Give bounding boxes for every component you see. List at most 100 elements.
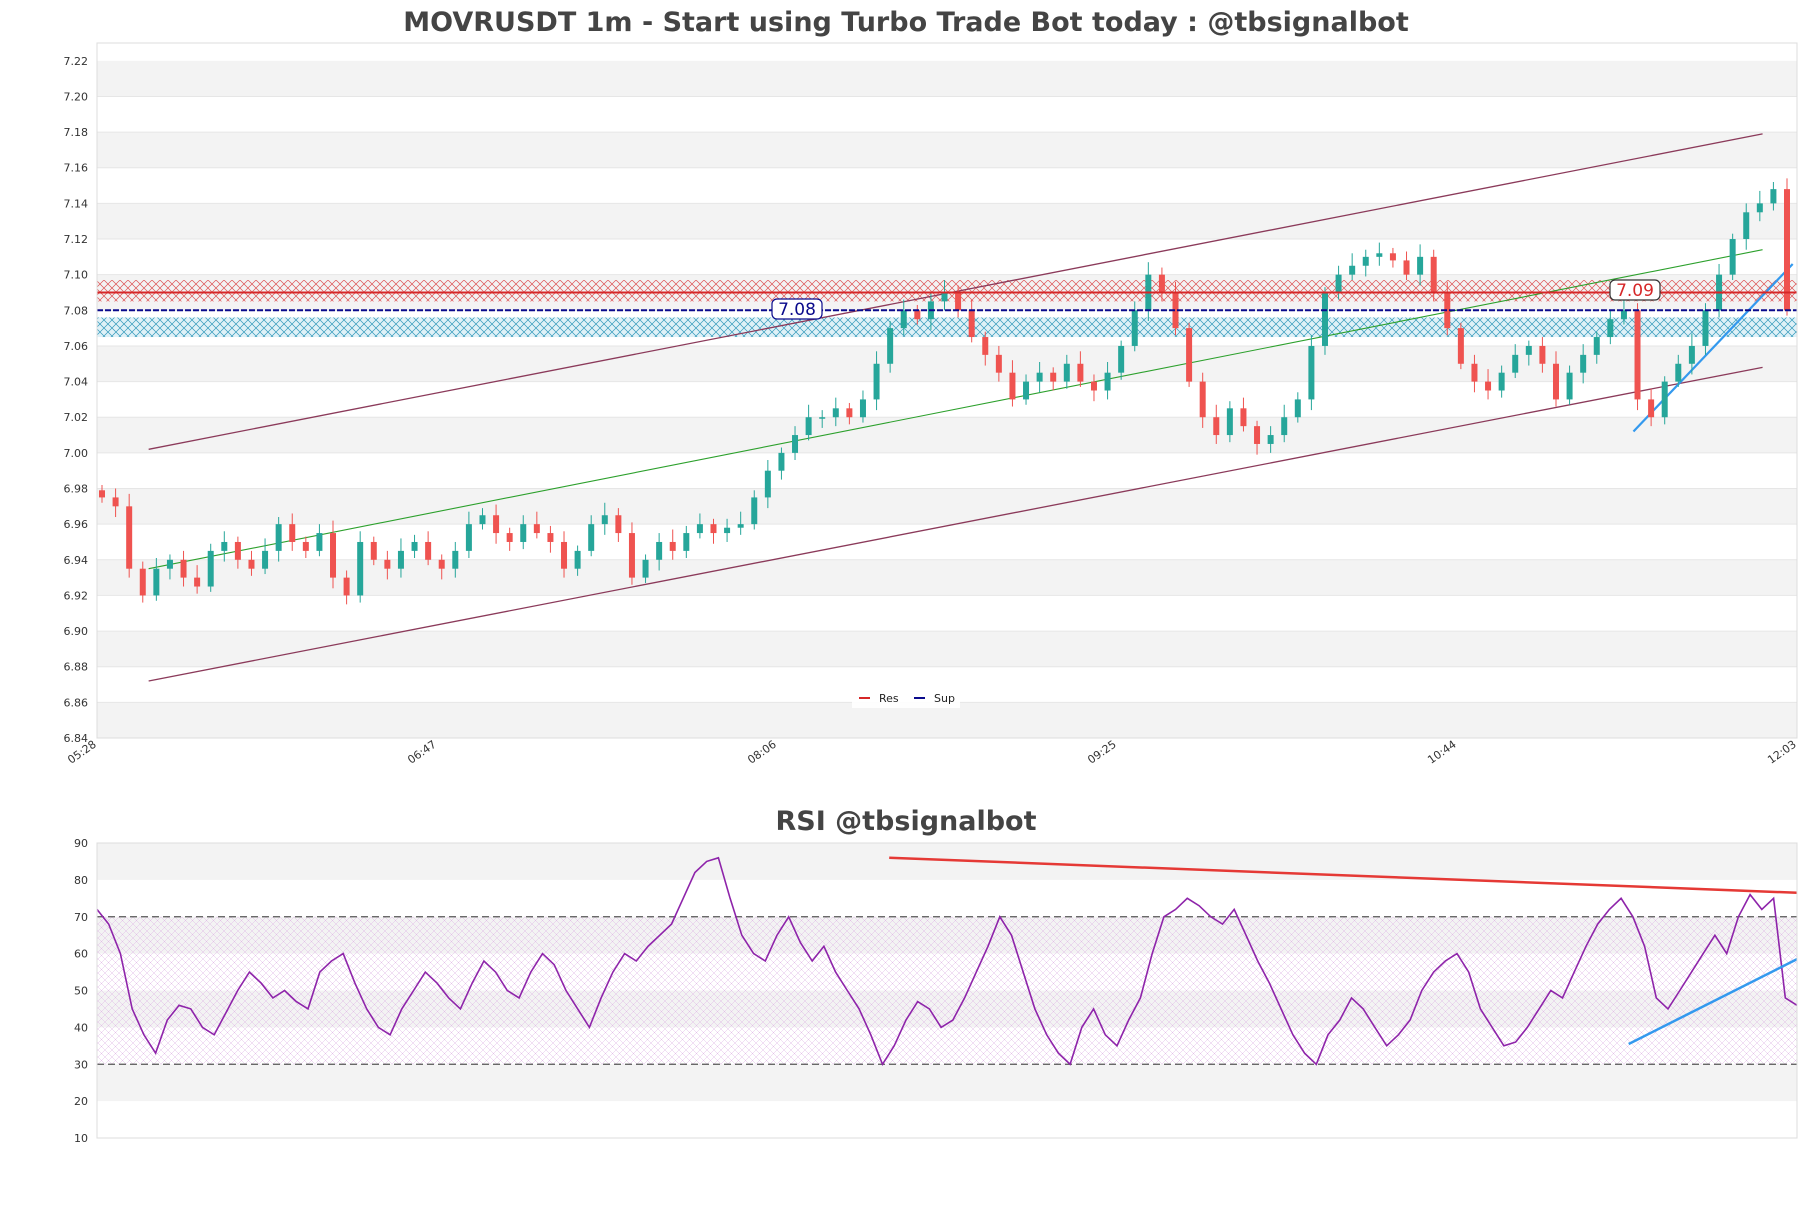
candle-body (1362, 256, 1369, 266)
candle-body (873, 363, 880, 400)
candle-body (1118, 345, 1125, 373)
rsi-grid-bands (97, 843, 1797, 1102)
candle-body (506, 533, 513, 542)
support-price-label-text: 7.08 (778, 300, 816, 320)
rsi-y-tick-label: 40 (74, 1021, 88, 1034)
resistance-price-label-text: 7.09 (1616, 281, 1654, 301)
candle-body (1770, 189, 1777, 204)
candle-body (995, 354, 1002, 373)
candle-body (1199, 381, 1206, 418)
channel-lower-line (148, 366, 1763, 682)
candle-body (710, 524, 717, 534)
candle-body (1702, 310, 1709, 346)
candle-body (601, 515, 608, 525)
candle-body (656, 541, 663, 560)
rsi-y-tick-label: 80 (74, 874, 88, 887)
candle-body (343, 577, 350, 596)
grid-band (97, 60, 1797, 97)
candle-body (642, 559, 649, 578)
candle-body (1430, 256, 1437, 293)
candle-body (846, 408, 853, 418)
y-tick-label: 6.86 (64, 696, 89, 709)
candle-body (1729, 239, 1736, 275)
candle-body (112, 497, 119, 507)
rsi-line (96, 856, 1798, 1067)
candle-body (819, 417, 826, 419)
candle-body (1648, 399, 1655, 418)
main-chart-title: MOVRUSDT 1m - Start using Turbo Trade Bo… (403, 7, 1409, 38)
candle-body (438, 559, 445, 569)
candle-body (547, 533, 554, 542)
candle-body (370, 541, 377, 560)
candle-body (384, 559, 391, 569)
candle-body (859, 399, 866, 418)
candle-body (1376, 253, 1383, 257)
candle-body (900, 310, 907, 329)
candle-body (1335, 274, 1342, 293)
candle-body (1580, 354, 1587, 373)
candle-body (289, 524, 296, 542)
candle-body (955, 292, 962, 311)
candle-body (1090, 381, 1097, 391)
candle-body (1661, 381, 1668, 418)
candle-body (628, 533, 635, 578)
grid-band (97, 631, 1797, 667)
rsi-y-tick-label: 90 (74, 837, 88, 850)
candle-body (1444, 292, 1451, 329)
legend: Res Sup (852, 686, 960, 708)
rsi-plot-frame (96, 842, 1798, 1139)
candle-body (1267, 435, 1274, 444)
candle-body (1620, 310, 1627, 320)
rsi-y-tick-label: 30 (74, 1058, 88, 1071)
main-grid-bands (97, 60, 1797, 739)
x-tick-label: 12:03 (1765, 738, 1798, 767)
candle-body (1226, 408, 1233, 436)
candle-body (778, 452, 785, 471)
y-tick-label: 7.22 (64, 55, 89, 68)
candle-body (479, 515, 486, 525)
support-resistance-zones (97, 280, 1797, 338)
candle-body (805, 417, 812, 436)
candle-body (1512, 354, 1519, 373)
rsi-neutral-zone (97, 916, 1797, 1065)
candle-body (425, 541, 432, 560)
candle-body (1403, 260, 1410, 275)
main-y-axis: 6.84 6.86 6.88 6.90 6.92 6.94 6.96 6.98 7.00 7.02… (64, 55, 89, 745)
candle-body (1281, 417, 1288, 436)
candle-body (221, 541, 228, 551)
rsi-grid-band (97, 843, 1797, 880)
candle-body (982, 337, 989, 355)
grid-band (97, 203, 1797, 240)
candle-body (465, 524, 472, 551)
candle-body (737, 524, 744, 528)
y-tick-label: 6.90 (64, 625, 89, 638)
y-tick-label: 7.14 (64, 197, 89, 210)
candle-body (1009, 372, 1016, 400)
candle-body (1756, 203, 1763, 213)
candle-body (1240, 408, 1247, 427)
candle-body (1566, 372, 1573, 400)
y-tick-label: 6.88 (64, 661, 89, 674)
candle-body (1743, 212, 1750, 240)
candle-body (1485, 381, 1492, 391)
y-tick-label: 7.12 (64, 233, 89, 246)
grid-band (97, 702, 1797, 738)
y-tick-label: 6.84 (64, 732, 89, 745)
candle-body (1607, 319, 1614, 338)
candle-body (751, 497, 758, 525)
candle-body (1077, 363, 1084, 382)
rsi-support-line (1628, 958, 1798, 1046)
y-tick-label: 7.00 (64, 447, 89, 460)
candle-body (887, 328, 894, 364)
main-x-axis: 05:28 06:47 08:06 09:25 10:44 12:03 (65, 738, 1798, 767)
y-tick-label: 7.16 (64, 162, 89, 175)
y-tick-label: 7.20 (64, 90, 89, 103)
candle-body (1213, 417, 1220, 436)
candlestick-series (99, 178, 1790, 605)
candle-body (248, 559, 255, 569)
candle-body (1634, 310, 1641, 400)
y-tick-label: 6.98 (64, 483, 89, 496)
rsi-chart-title: RSI @tbsignalbot (775, 806, 1036, 837)
rsi-y-tick-label: 60 (74, 948, 88, 961)
